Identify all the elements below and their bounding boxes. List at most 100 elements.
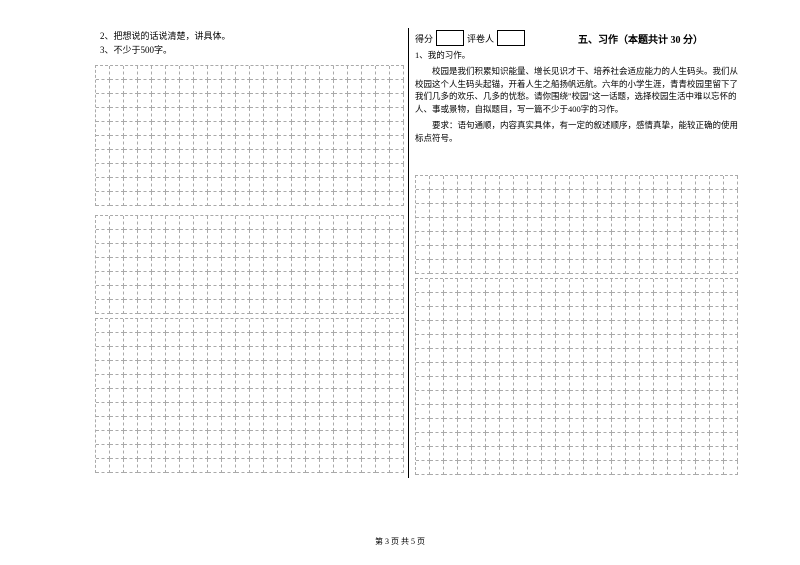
grid-cell[interactable] <box>390 300 404 314</box>
grid-cell[interactable] <box>556 176 570 190</box>
grid-cell[interactable] <box>528 307 542 321</box>
grid-cell[interactable] <box>138 94 152 108</box>
grid-cell[interactable] <box>320 300 334 314</box>
grid-cell[interactable] <box>724 461 738 475</box>
grid-cell[interactable] <box>570 218 584 232</box>
grid-cell[interactable] <box>110 122 124 136</box>
grid-cell[interactable] <box>458 377 472 391</box>
grid-cell[interactable] <box>626 232 640 246</box>
grid-cell[interactable] <box>612 218 626 232</box>
grid-cell[interactable] <box>152 244 166 258</box>
grid-cell[interactable] <box>668 391 682 405</box>
grid-cell[interactable] <box>306 431 320 445</box>
grid-cell[interactable] <box>430 260 444 274</box>
grid-cell[interactable] <box>334 80 348 94</box>
grid-cell[interactable] <box>390 431 404 445</box>
grid-cell[interactable] <box>390 319 404 333</box>
grid-cell[interactable] <box>278 244 292 258</box>
grid-cell[interactable] <box>278 108 292 122</box>
grid-cell[interactable] <box>654 218 668 232</box>
grid-cell[interactable] <box>110 375 124 389</box>
grid-cell[interactable] <box>138 389 152 403</box>
grid-cell[interactable] <box>528 293 542 307</box>
grid-cell[interactable] <box>264 375 278 389</box>
grid-cell[interactable] <box>376 403 390 417</box>
grid-cell[interactable] <box>208 417 222 431</box>
grid-cell[interactable] <box>612 433 626 447</box>
grid-cell[interactable] <box>514 405 528 419</box>
grid-cell[interactable] <box>334 431 348 445</box>
grid-cell[interactable] <box>486 204 500 218</box>
grid-cell[interactable] <box>598 363 612 377</box>
grid-cell[interactable] <box>152 445 166 459</box>
grid-cell[interactable] <box>682 447 696 461</box>
grid-cell[interactable] <box>500 405 514 419</box>
grid-cell[interactable] <box>320 319 334 333</box>
grid-cell[interactable] <box>626 279 640 293</box>
grid-cell[interactable] <box>612 190 626 204</box>
grid-cell[interactable] <box>96 192 110 206</box>
grid-cell[interactable] <box>264 272 278 286</box>
grid-cell[interactable] <box>500 246 514 260</box>
grid-cell[interactable] <box>222 178 236 192</box>
grid-cell[interactable] <box>194 347 208 361</box>
grid-cell[interactable] <box>292 178 306 192</box>
grid-cell[interactable] <box>222 66 236 80</box>
grid-cell[interactable] <box>250 361 264 375</box>
grid-cell[interactable] <box>640 260 654 274</box>
grid-cell[interactable] <box>542 321 556 335</box>
grid-cell[interactable] <box>278 403 292 417</box>
grid-cell[interactable] <box>598 377 612 391</box>
grid-cell[interactable] <box>612 232 626 246</box>
grid-cell[interactable] <box>570 307 584 321</box>
grid-cell[interactable] <box>334 108 348 122</box>
grid-cell[interactable] <box>710 246 724 260</box>
grid-cell[interactable] <box>208 66 222 80</box>
grid-cell[interactable] <box>264 150 278 164</box>
grid-cell[interactable] <box>292 108 306 122</box>
grid-cell[interactable] <box>542 293 556 307</box>
grid-cell[interactable] <box>152 66 166 80</box>
grid-cell[interactable] <box>278 375 292 389</box>
grid-cell[interactable] <box>598 391 612 405</box>
grid-cell[interactable] <box>180 389 194 403</box>
grid-cell[interactable] <box>96 136 110 150</box>
grid-cell[interactable] <box>306 272 320 286</box>
grid-cell[interactable] <box>166 122 180 136</box>
grid-cell[interactable] <box>584 335 598 349</box>
grid-cell[interactable] <box>724 246 738 260</box>
grid-cell[interactable] <box>180 431 194 445</box>
grid-cell[interactable] <box>222 459 236 473</box>
grid-cell[interactable] <box>334 459 348 473</box>
grid-cell[interactable] <box>138 122 152 136</box>
grid-cell[interactable] <box>598 279 612 293</box>
grid-cell[interactable] <box>696 293 710 307</box>
grid-cell[interactable] <box>710 260 724 274</box>
grid-cell[interactable] <box>682 461 696 475</box>
grid-cell[interactable] <box>138 403 152 417</box>
grid-cell[interactable] <box>138 244 152 258</box>
grid-cell[interactable] <box>208 122 222 136</box>
grid-cell[interactable] <box>194 244 208 258</box>
grid-cell[interactable] <box>570 190 584 204</box>
grid-cell[interactable] <box>278 66 292 80</box>
grid-cell[interactable] <box>194 80 208 94</box>
grid-cell[interactable] <box>348 375 362 389</box>
grid-cell[interactable] <box>640 218 654 232</box>
grid-cell[interactable] <box>390 150 404 164</box>
grid-cell[interactable] <box>598 232 612 246</box>
grid-cell[interactable] <box>110 94 124 108</box>
grid-cell[interactable] <box>640 293 654 307</box>
grid-cell[interactable] <box>250 319 264 333</box>
grid-cell[interactable] <box>444 349 458 363</box>
grid-cell[interactable] <box>528 232 542 246</box>
grid-cell[interactable] <box>96 108 110 122</box>
grid-cell[interactable] <box>444 391 458 405</box>
grid-cell[interactable] <box>348 319 362 333</box>
grid-cell[interactable] <box>292 319 306 333</box>
grid-cell[interactable] <box>430 176 444 190</box>
grid-cell[interactable] <box>110 80 124 94</box>
grid-cell[interactable] <box>152 122 166 136</box>
grid-cell[interactable] <box>348 192 362 206</box>
grid-cell[interactable] <box>682 190 696 204</box>
